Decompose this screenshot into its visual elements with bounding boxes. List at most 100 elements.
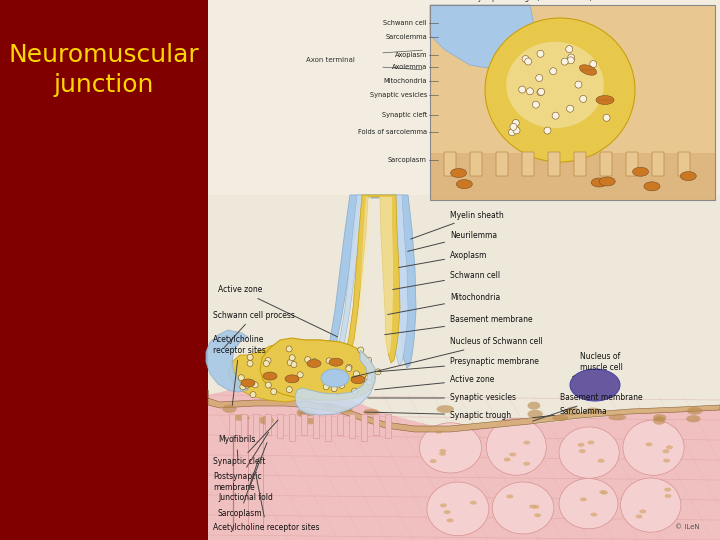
Circle shape [522,56,529,63]
Circle shape [561,58,568,65]
Polygon shape [295,350,375,415]
FancyBboxPatch shape [349,415,356,438]
Circle shape [247,354,253,360]
Ellipse shape [259,416,274,424]
Ellipse shape [666,446,673,449]
Polygon shape [430,5,535,70]
Circle shape [244,382,251,388]
Polygon shape [208,390,720,432]
FancyBboxPatch shape [361,415,367,442]
Ellipse shape [419,423,482,473]
Ellipse shape [653,416,665,425]
Text: Axoplasm: Axoplasm [399,251,487,267]
Ellipse shape [596,96,614,105]
Circle shape [366,357,372,363]
Circle shape [580,96,587,103]
Circle shape [286,346,292,352]
Ellipse shape [523,441,530,444]
FancyBboxPatch shape [522,152,534,176]
Ellipse shape [305,418,317,424]
Ellipse shape [470,501,477,505]
Circle shape [566,46,572,53]
Text: Sarcolemma: Sarcolemma [533,408,608,418]
Text: Axon terminal: Axon terminal [306,57,355,63]
Text: Sarcoplasm: Sarcoplasm [388,157,427,163]
Circle shape [537,89,544,96]
Text: Neuromuscular: Neuromuscular [9,43,199,67]
Circle shape [346,364,352,370]
Text: © ILeN: © ILeN [675,524,700,530]
Circle shape [291,362,297,368]
Text: Acetylcholine receptor sites: Acetylcholine receptor sites [213,472,320,531]
Circle shape [552,112,559,119]
Bar [208,195,720,540]
FancyBboxPatch shape [548,152,560,176]
Circle shape [358,347,364,353]
Circle shape [575,81,582,88]
Ellipse shape [601,491,608,495]
Text: Basement membrane: Basement membrane [384,315,533,335]
Circle shape [351,388,358,394]
Circle shape [510,123,517,130]
Circle shape [355,375,361,382]
Text: Basement membrane: Basement membrane [533,394,643,421]
Ellipse shape [241,379,255,387]
FancyBboxPatch shape [374,415,379,435]
Ellipse shape [663,458,670,463]
Text: Synaptic trough (cross section): Synaptic trough (cross section) [473,0,592,2]
Circle shape [375,369,381,375]
Polygon shape [260,338,375,400]
Ellipse shape [427,482,489,536]
Ellipse shape [662,449,670,453]
Circle shape [567,54,575,61]
Ellipse shape [446,518,454,522]
Ellipse shape [532,505,539,509]
Ellipse shape [364,409,379,415]
Circle shape [264,361,269,367]
Circle shape [292,376,299,382]
Ellipse shape [523,462,530,465]
Ellipse shape [329,358,343,366]
Ellipse shape [339,407,353,413]
Ellipse shape [321,369,349,387]
Bar [0,0,208,540]
Ellipse shape [665,494,672,498]
Ellipse shape [436,405,454,413]
Ellipse shape [285,375,299,383]
Circle shape [271,389,276,395]
Text: Sarcolemma: Sarcolemma [385,34,427,40]
Bar [430,5,715,200]
FancyBboxPatch shape [496,152,508,176]
Ellipse shape [608,414,626,421]
Circle shape [238,375,244,381]
Text: Mitochondria: Mitochondria [384,78,427,84]
Ellipse shape [644,182,660,191]
Ellipse shape [590,512,598,517]
Circle shape [326,358,332,364]
Circle shape [323,384,329,390]
Circle shape [266,382,271,388]
Circle shape [544,127,551,134]
Circle shape [526,88,534,95]
Ellipse shape [636,515,642,518]
Ellipse shape [529,504,536,509]
Ellipse shape [680,172,696,180]
Ellipse shape [570,369,620,401]
Ellipse shape [598,459,605,463]
Circle shape [311,359,318,364]
FancyBboxPatch shape [230,415,235,435]
Text: Nucleus of
muscle cell: Nucleus of muscle cell [572,352,623,377]
Circle shape [567,57,575,64]
Ellipse shape [687,407,703,415]
Text: junction: junction [54,73,154,97]
Circle shape [513,127,520,134]
Ellipse shape [579,449,586,453]
Circle shape [331,386,337,392]
FancyBboxPatch shape [652,152,664,176]
Text: Junctional fold: Junctional fold [218,443,273,503]
Text: Synaptic cleft: Synaptic cleft [213,420,278,467]
FancyBboxPatch shape [574,152,586,176]
Ellipse shape [297,408,310,417]
FancyBboxPatch shape [266,415,271,435]
Ellipse shape [528,410,543,418]
